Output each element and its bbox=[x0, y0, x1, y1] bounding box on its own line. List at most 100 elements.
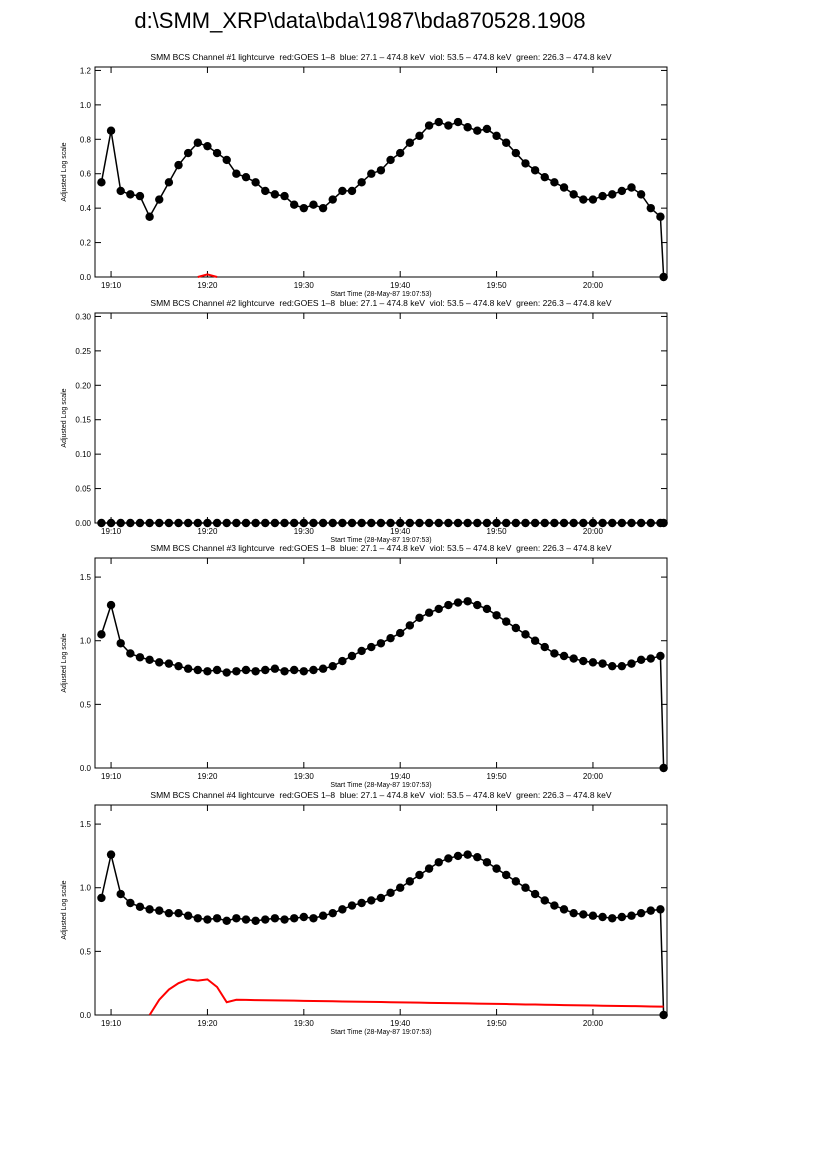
data-point bbox=[492, 864, 501, 873]
data-point bbox=[270, 190, 280, 199]
x-tick-label: 20:00 bbox=[583, 772, 604, 781]
plot-frame bbox=[94, 804, 668, 1016]
data-point bbox=[299, 203, 309, 213]
data-point bbox=[289, 914, 299, 923]
data-point bbox=[155, 518, 164, 528]
data-point bbox=[155, 906, 164, 915]
data-point bbox=[251, 916, 260, 926]
x-tick-label: 19:30 bbox=[294, 772, 315, 781]
data-point bbox=[347, 186, 357, 196]
x-tick-label: 19:40 bbox=[390, 281, 411, 290]
x-tick-label: 20:00 bbox=[583, 527, 604, 536]
data-point bbox=[289, 518, 299, 528]
data-point bbox=[617, 661, 627, 671]
data-point bbox=[97, 893, 106, 903]
x-tick-label: 19:40 bbox=[390, 1019, 411, 1028]
data-point bbox=[656, 212, 665, 221]
data-point bbox=[338, 905, 347, 914]
data-point bbox=[174, 661, 183, 671]
data-point bbox=[183, 911, 193, 920]
data-point bbox=[627, 183, 636, 192]
data-point bbox=[376, 639, 386, 648]
data-point bbox=[511, 518, 521, 528]
data-point bbox=[135, 902, 145, 912]
data-point bbox=[579, 656, 588, 666]
data-point bbox=[386, 518, 395, 528]
data-point bbox=[646, 654, 655, 663]
data-point bbox=[608, 190, 617, 199]
data-point bbox=[357, 178, 366, 187]
data-point bbox=[116, 186, 125, 196]
data-point bbox=[328, 195, 337, 204]
data-point bbox=[588, 195, 598, 204]
y-tick-label: 1.0 bbox=[80, 884, 92, 893]
y-tick-label: 1.2 bbox=[80, 66, 92, 75]
data-point bbox=[502, 617, 511, 626]
data-point bbox=[415, 131, 424, 141]
data-point bbox=[559, 518, 569, 528]
data-point bbox=[453, 598, 463, 607]
y-tick-label: 0.2 bbox=[80, 239, 92, 248]
data-point bbox=[232, 169, 241, 178]
data-point bbox=[588, 518, 598, 528]
data-point bbox=[155, 195, 164, 204]
page-title: d:\SMM_XRP\data\bda\1987\bda870528.1908 bbox=[134, 8, 585, 33]
data-point bbox=[598, 659, 607, 668]
y-tick-label: 0.05 bbox=[75, 485, 91, 494]
data-point bbox=[318, 911, 328, 920]
data-point bbox=[193, 665, 203, 675]
x-tick-label: 19:20 bbox=[197, 1019, 218, 1028]
data-point bbox=[116, 518, 125, 528]
data-point bbox=[521, 630, 530, 639]
data-point bbox=[376, 166, 386, 175]
data-point bbox=[299, 912, 309, 922]
data-point bbox=[492, 518, 501, 528]
data-point bbox=[357, 646, 366, 656]
y-tick-label: 0.6 bbox=[80, 170, 92, 179]
panel-title: SMM BCS Channel #2 lightcurve red:GOES 1… bbox=[150, 298, 612, 308]
panel: SMM BCS Channel #2 lightcurve red:GOES 1… bbox=[61, 298, 668, 544]
x-tick-label: 19:10 bbox=[101, 1019, 122, 1028]
data-point bbox=[126, 190, 135, 199]
data-point bbox=[203, 141, 212, 151]
data-point bbox=[376, 518, 386, 528]
data-point bbox=[328, 518, 337, 528]
data-point bbox=[299, 667, 309, 676]
x-tick-label: 19:50 bbox=[487, 1019, 508, 1028]
data-point bbox=[251, 667, 260, 676]
plot-frame bbox=[94, 66, 668, 278]
x-tick-label: 19:50 bbox=[487, 772, 508, 781]
data-point bbox=[145, 212, 154, 221]
data-point bbox=[155, 658, 164, 667]
data-point bbox=[569, 190, 578, 199]
data-point bbox=[424, 608, 434, 617]
data-point bbox=[270, 914, 280, 923]
data-point bbox=[241, 665, 251, 675]
data-point bbox=[550, 518, 559, 528]
data-point bbox=[309, 914, 318, 923]
data-point bbox=[659, 1010, 668, 1020]
data-point bbox=[588, 658, 598, 667]
data-point bbox=[203, 915, 212, 924]
data-point bbox=[608, 518, 617, 528]
data-point bbox=[106, 126, 116, 135]
data-point bbox=[559, 905, 569, 914]
data-point bbox=[328, 908, 337, 918]
data-point bbox=[135, 518, 145, 528]
panel: SMM BCS Channel #3 lightcurve red:GOES 1… bbox=[61, 543, 668, 789]
data-point bbox=[636, 190, 646, 199]
data-point bbox=[222, 916, 231, 926]
data-point bbox=[579, 910, 588, 919]
data-point bbox=[617, 518, 627, 528]
y-axis-label: Adjusted Log scale bbox=[61, 142, 68, 201]
data-point bbox=[261, 186, 270, 196]
data-point bbox=[193, 138, 203, 147]
y-tick-label: 1.5 bbox=[80, 573, 92, 582]
data-point bbox=[444, 600, 453, 610]
data-point bbox=[395, 883, 405, 892]
data-point bbox=[521, 518, 530, 528]
data-point bbox=[395, 628, 405, 638]
y-tick-label: 1.0 bbox=[80, 101, 92, 110]
data-point bbox=[424, 121, 434, 130]
data-point bbox=[627, 518, 636, 528]
